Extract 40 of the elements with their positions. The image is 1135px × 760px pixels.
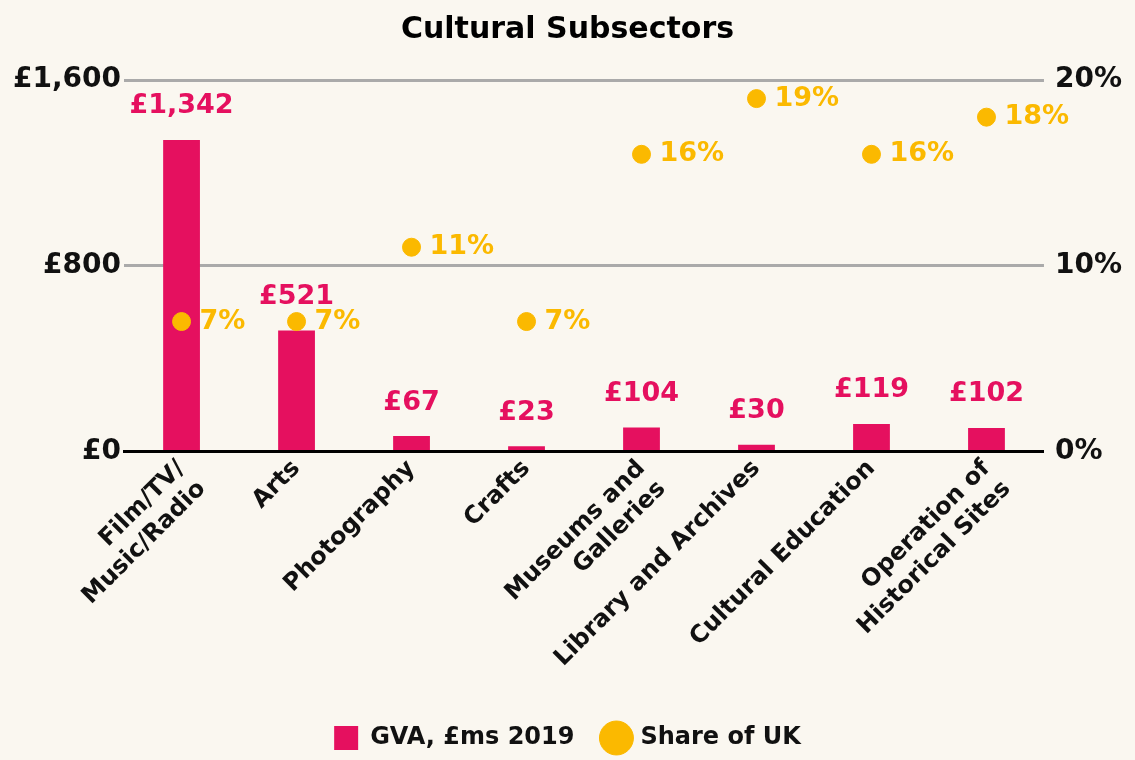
- bar: [968, 427, 1005, 451]
- point: [517, 312, 537, 332]
- legend-label: GVA, £ms 2019: [370, 722, 575, 751]
- data-label: 11%: [429, 229, 495, 261]
- point: [976, 107, 996, 127]
- data-label: £67: [383, 384, 440, 416]
- legend-label: Share of UK: [640, 722, 803, 751]
- y-tick-label: £1,600: [12, 61, 122, 95]
- data-label: £102: [948, 376, 1025, 408]
- bar: [738, 444, 775, 451]
- y-tick-label: £0: [82, 432, 122, 466]
- y2-tick-label: 10%: [1054, 247, 1123, 281]
- bar: [393, 436, 430, 451]
- data-label: 7%: [199, 303, 246, 335]
- y2-tick-label: 0%: [1054, 432, 1103, 466]
- data-label: 7%: [544, 303, 591, 335]
- point: [287, 312, 307, 332]
- data-label: £23: [498, 394, 555, 426]
- y2-tick-label: 20%: [1054, 61, 1123, 95]
- data-label: £104: [603, 375, 680, 407]
- point: [861, 144, 881, 164]
- data-label: 19%: [774, 80, 840, 112]
- point: [747, 89, 766, 109]
- y-tick-label: £800: [43, 247, 122, 281]
- data-label: 7%: [314, 303, 361, 335]
- data-label: £30: [728, 393, 785, 425]
- data-label: 18%: [1004, 99, 1070, 131]
- chart-title: Cultural Subsectors: [399, 10, 736, 47]
- point: [172, 312, 192, 332]
- bar: [278, 330, 315, 451]
- data-label: £119: [833, 372, 910, 404]
- point: [632, 144, 652, 164]
- data-label: £1,342: [129, 88, 234, 120]
- point: [402, 237, 422, 257]
- bar: [853, 423, 890, 451]
- bar: [163, 139, 200, 451]
- bar: [508, 446, 545, 451]
- data-label: 16%: [889, 136, 955, 168]
- data-label: 16%: [659, 136, 725, 168]
- bar: [623, 427, 660, 451]
